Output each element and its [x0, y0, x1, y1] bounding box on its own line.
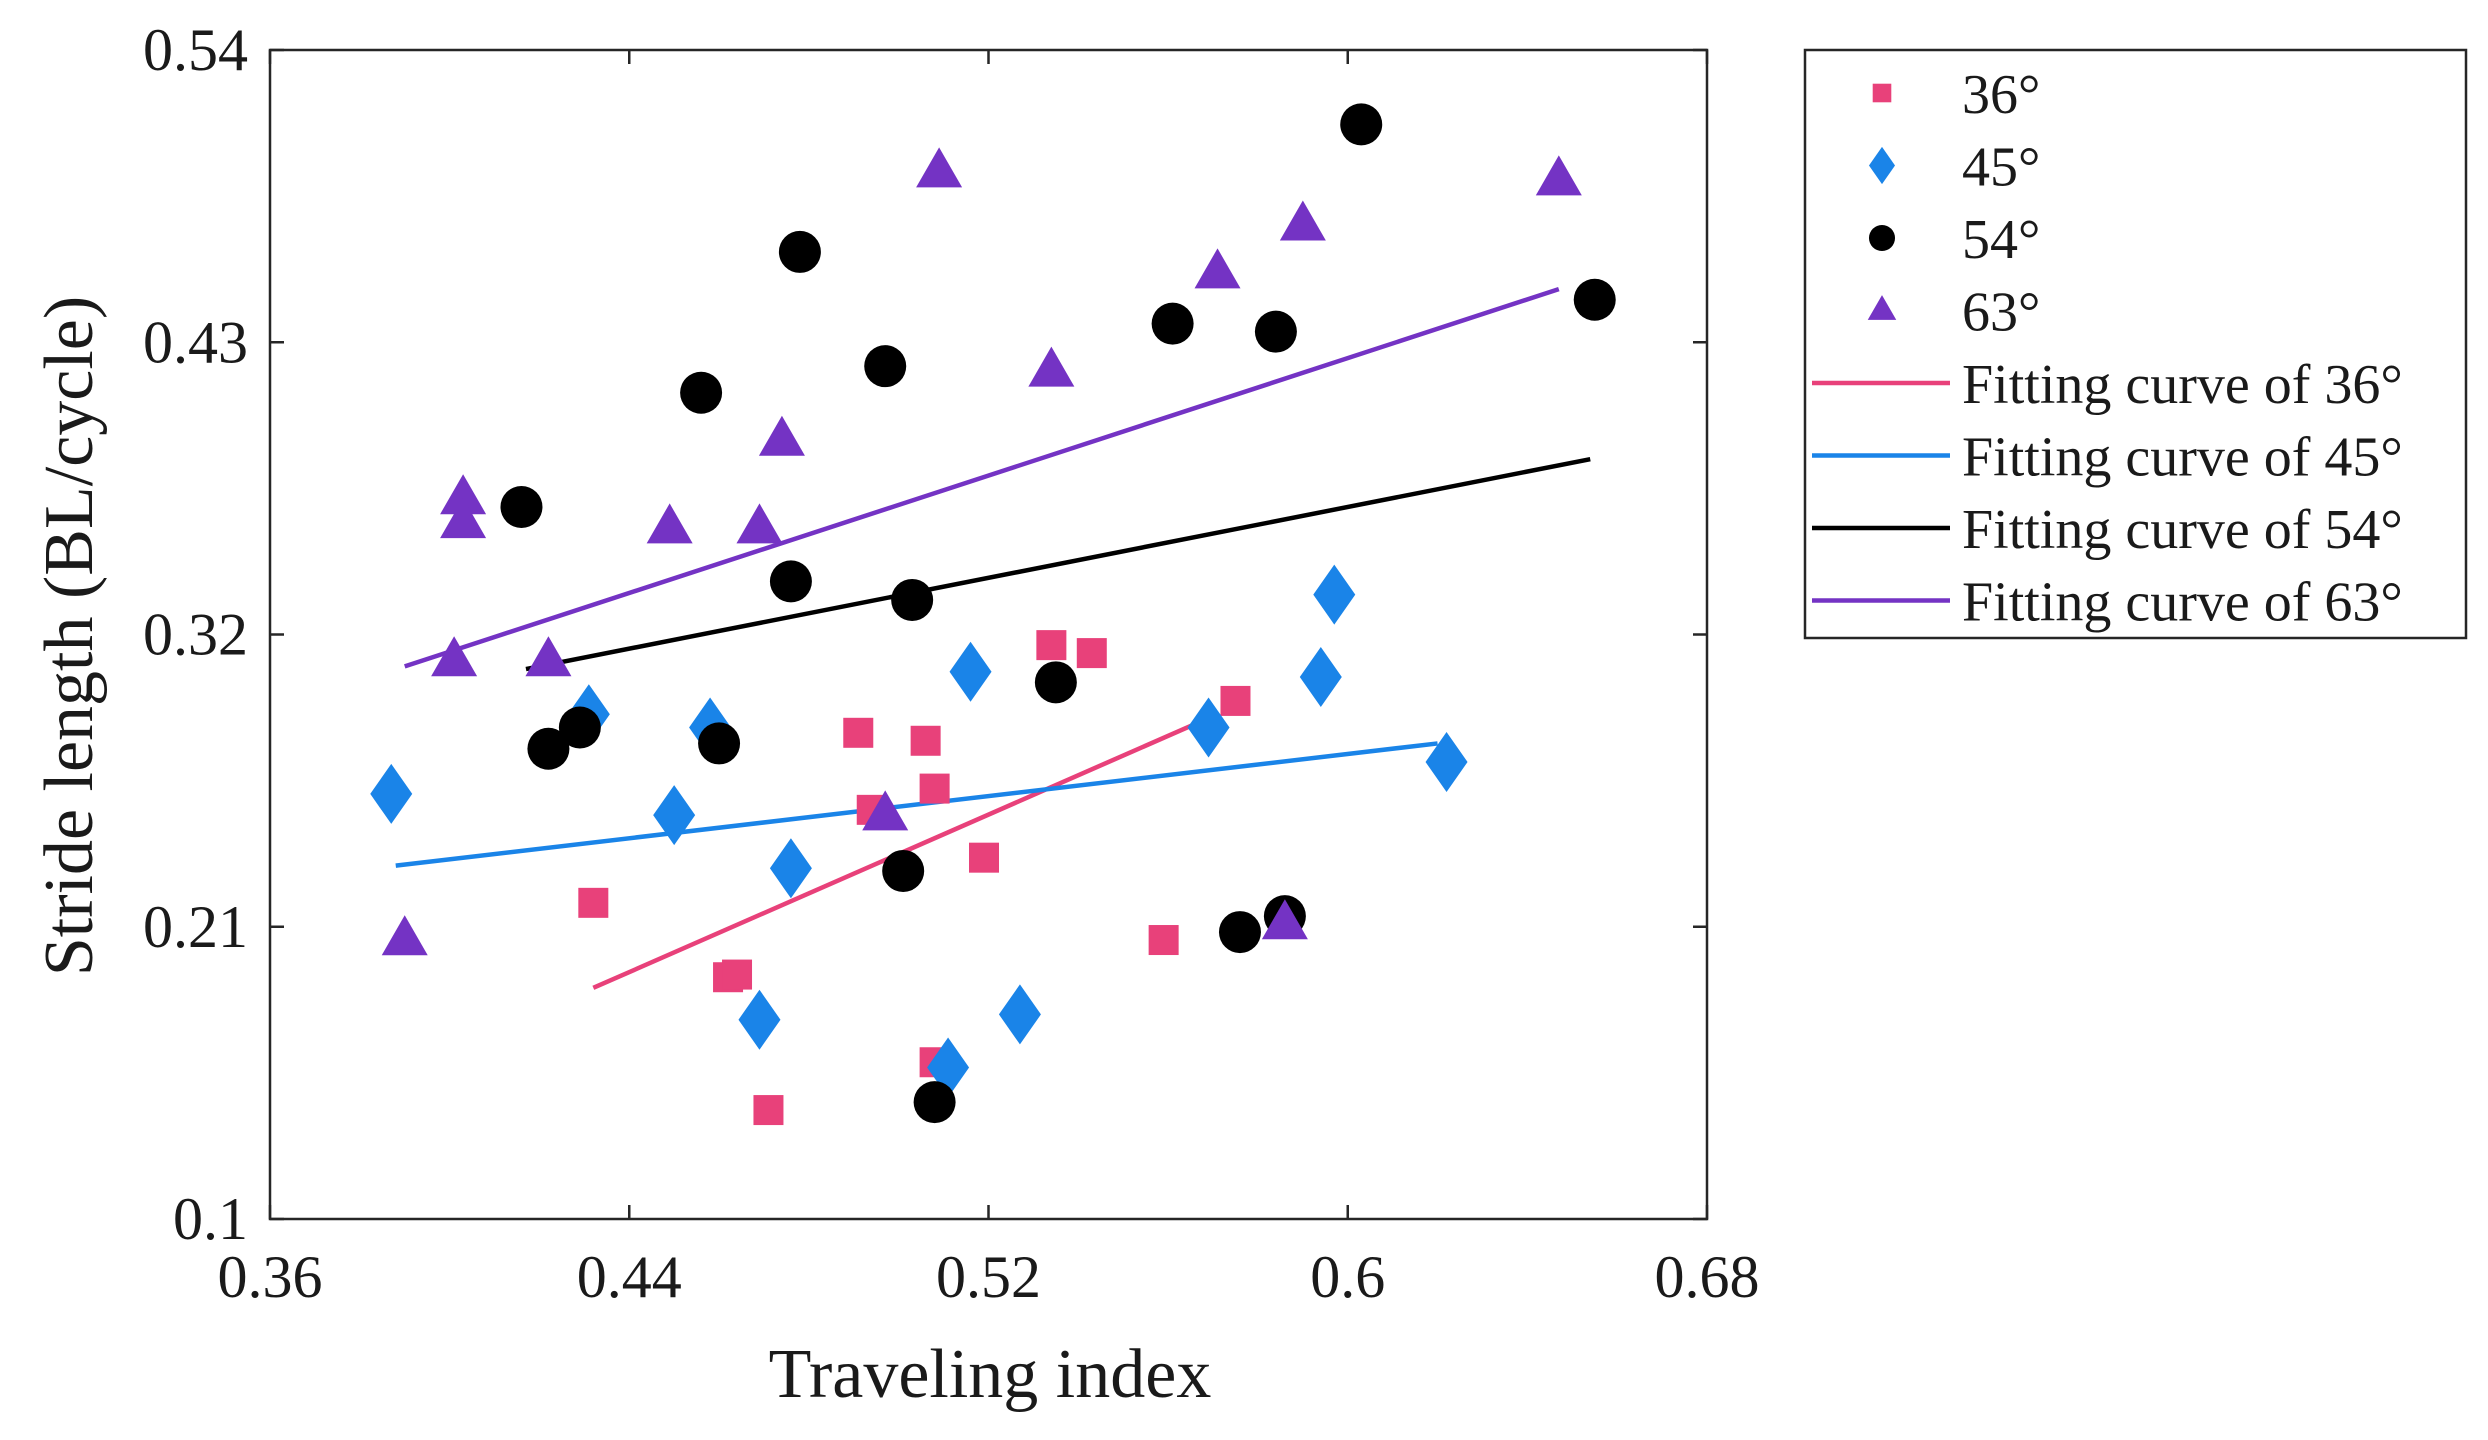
- data-point-square: [753, 1095, 784, 1126]
- legend-swatch: [1872, 83, 1892, 103]
- data-point-circle: [1573, 278, 1616, 321]
- data-point-triangle: [916, 147, 963, 188]
- y-tick-label: 0.1: [173, 1186, 248, 1252]
- x-axis-title: Traveling index: [769, 1336, 1212, 1413]
- data-point-triangle: [758, 415, 805, 456]
- legend-label: 63°: [1962, 282, 2040, 344]
- data-point-square: [910, 725, 941, 756]
- x-tick-label: 0.52: [936, 1244, 1041, 1310]
- data-point-triangle: [440, 498, 487, 539]
- fit-line: [525, 456, 1591, 672]
- data-point-diamond: [1313, 564, 1356, 625]
- data-point-diamond: [998, 984, 1041, 1045]
- data-point-diamond: [370, 763, 413, 824]
- data-point-triangle: [736, 503, 783, 544]
- data-point-circle: [500, 485, 543, 528]
- legend-label: 36°: [1962, 64, 2040, 126]
- data-point-triangle: [381, 915, 428, 956]
- data-point-square: [722, 959, 753, 990]
- data-point-diamond: [1187, 697, 1230, 758]
- y-tick-label: 0.32: [143, 602, 248, 668]
- data-point-triangle: [1279, 200, 1326, 241]
- data-point-square: [1220, 685, 1251, 716]
- data-point-circle: [1034, 661, 1077, 704]
- data-point-triangle: [440, 474, 487, 515]
- data-point-circle: [891, 578, 934, 621]
- data-point-circle: [1218, 911, 1261, 954]
- legend-marker-diamond: [1868, 146, 1896, 185]
- data-point-diamond: [1299, 647, 1342, 708]
- legend-label: Fitting curve of 45°: [1962, 427, 2403, 489]
- data-point-square: [1036, 630, 1067, 661]
- data-point-triangle: [646, 503, 693, 544]
- plot-area: 0.36 0.44 0.52 0.6 0.68 0.1 0.21 0.32 0.43 0.54: [143, 17, 1760, 1310]
- data-point-circle: [680, 371, 723, 414]
- legend-marker-triangle: [1867, 295, 1897, 320]
- data-point-triangle: [1028, 346, 1075, 387]
- data-point-triangle: [431, 636, 478, 677]
- data-point-circle: [1340, 103, 1383, 146]
- data-point-circle: [769, 560, 812, 603]
- legend: 36° 45° 54° 63° Fitting curve of 36° Fitting …: [1803, 48, 2468, 640]
- legend-label: 45°: [1962, 137, 2040, 199]
- data-point-square: [969, 842, 1000, 873]
- data-point-diamond: [1425, 732, 1468, 793]
- data-point-circle: [698, 722, 741, 765]
- data-point-square: [1076, 638, 1107, 669]
- data-point-circle: [913, 1081, 956, 1124]
- data-point-square: [919, 773, 950, 804]
- data-point-circle: [527, 727, 570, 770]
- data-point-circle: [1151, 302, 1194, 345]
- axes-box: [268, 48, 1709, 1221]
- data-point-circle: [1254, 310, 1297, 353]
- data-point-diamond: [949, 641, 992, 702]
- data-point-circle: [864, 345, 907, 388]
- legend-label: 54°: [1962, 209, 2040, 271]
- legend-marker-circle: [1868, 224, 1896, 252]
- data-point-triangle: [1261, 899, 1308, 940]
- legend-label: Fitting curve of 63°: [1962, 572, 2403, 634]
- data-point-square: [843, 717, 874, 748]
- legend-swatch: [1867, 295, 1897, 320]
- legend-box: [1803, 48, 2468, 640]
- data-point-circle: [778, 230, 821, 273]
- data-point-diamond: [738, 989, 781, 1050]
- fit-line: [395, 741, 1438, 868]
- fit-line: [404, 286, 1560, 669]
- data-point-triangle: [525, 636, 572, 677]
- data-point-square: [578, 887, 609, 918]
- y-tick-label: 0.54: [143, 17, 248, 83]
- y-axis-title: Stride length (BL/cycle): [31, 296, 108, 976]
- data-point-square: [1148, 925, 1179, 956]
- legend-swatch: [1868, 224, 1896, 252]
- data-point-circle: [558, 706, 601, 749]
- legend-swatch: [1868, 146, 1896, 185]
- x-tick-label: 0.68: [1655, 1244, 1760, 1310]
- legend-marker-square: [1872, 83, 1892, 103]
- data-point-triangle: [1194, 248, 1241, 289]
- y-tick-label: 0.21: [143, 894, 248, 960]
- x-tick-label: 0.36: [218, 1244, 323, 1310]
- legend-label: Fitting curve of 36°: [1962, 354, 2403, 416]
- legend-label: Fitting curve of 54°: [1962, 499, 2403, 561]
- y-tick-label: 0.43: [143, 309, 248, 375]
- data-point-triangle: [862, 790, 909, 831]
- x-tick-label: 0.44: [577, 1244, 682, 1310]
- data-point-circle: [882, 849, 925, 892]
- data-point-diamond: [653, 785, 696, 846]
- data-point-diamond: [769, 838, 812, 899]
- x-tick-label: 0.6: [1310, 1244, 1385, 1310]
- data-point-triangle: [1535, 155, 1582, 196]
